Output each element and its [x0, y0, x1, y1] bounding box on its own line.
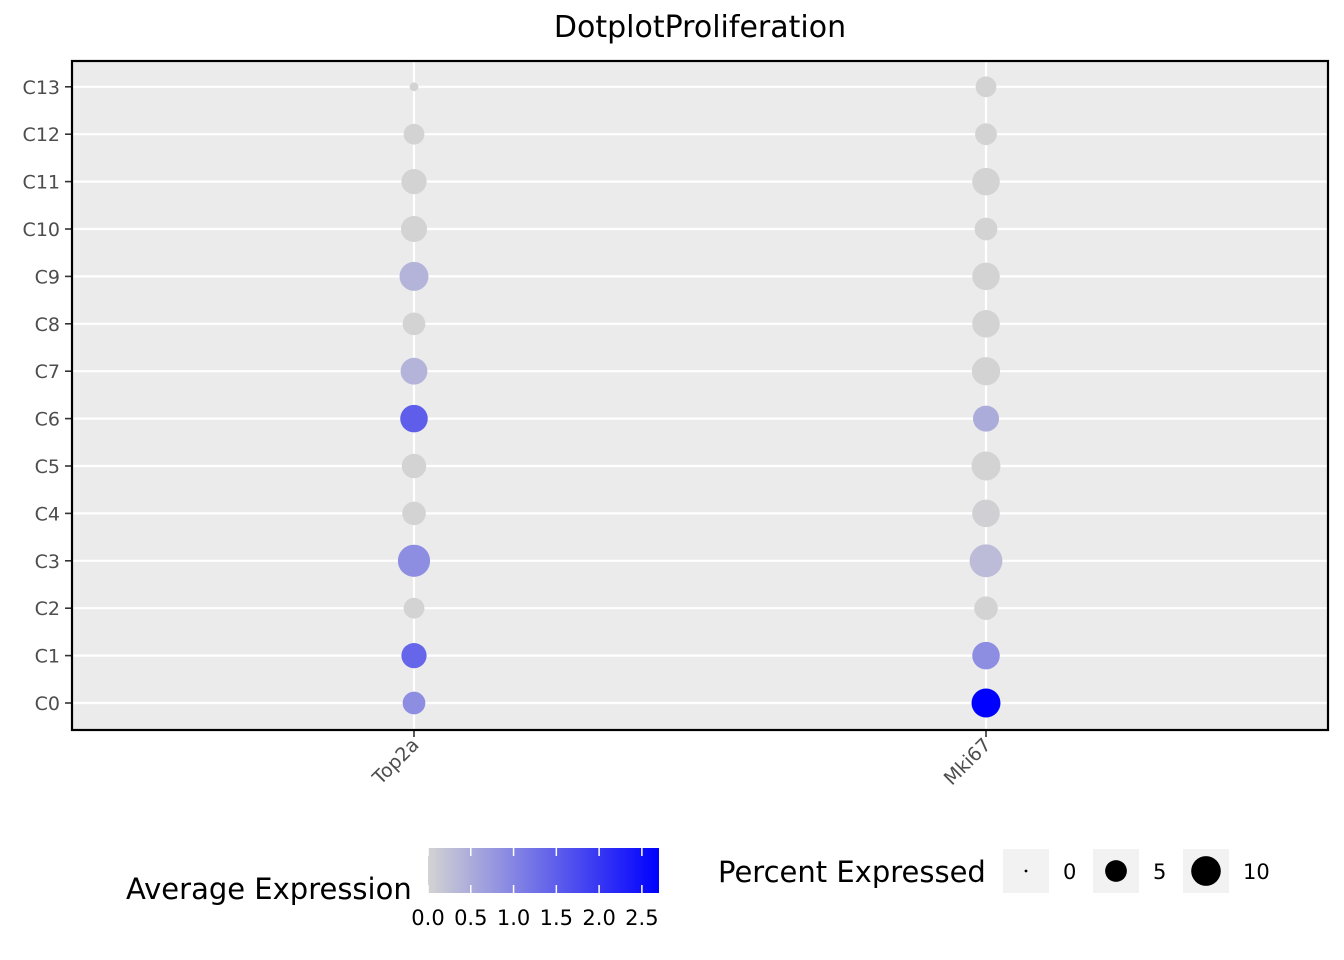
y-tick-label: C12 — [23, 124, 60, 146]
color-legend-title: Average Expression — [126, 872, 412, 906]
size-legend-label: 10 — [1243, 860, 1270, 884]
dot-top2a-c13 — [409, 82, 419, 92]
dot-mki67-c3 — [969, 544, 1003, 578]
y-tick-label: C2 — [35, 598, 60, 620]
dot-top2a-c8 — [402, 312, 426, 336]
dot-mki67-c11 — [972, 167, 1000, 196]
color-legend: Average Expression 0.0 0.5 1.0 1.5 2.0 2.5 — [126, 848, 659, 930]
color-legend-label: 1.5 — [540, 906, 573, 930]
color-legend-label: 0.0 — [411, 906, 444, 930]
dot-mki67-c7 — [971, 357, 1001, 386]
size-legend: Percent Expressed 0 5 10 — [718, 849, 1270, 893]
dot-top2a-c4 — [402, 501, 426, 526]
dot-mki67-c0 — [971, 688, 1001, 718]
y-tick-label: C8 — [35, 314, 60, 336]
dot-top2a-c2 — [403, 597, 425, 619]
size-key-dot — [1105, 860, 1127, 882]
y-tick-label: C13 — [23, 77, 60, 99]
dot-top2a-c12 — [403, 123, 425, 145]
dot-mki67-c8 — [972, 310, 1000, 338]
color-bar — [428, 848, 659, 893]
dot-mki67-c4 — [972, 499, 1000, 528]
y-tick-label: C4 — [35, 503, 60, 525]
dot-mki67-c10 — [974, 217, 998, 241]
dot-top2a-c10 — [400, 215, 428, 243]
plot-panel — [72, 61, 1328, 730]
dot-mki67-c6 — [972, 405, 1000, 432]
dot-mki67-c1 — [972, 641, 1000, 670]
dot-top2a-c0 — [402, 691, 426, 715]
y-tick-label: C5 — [35, 456, 60, 478]
y-tick-label: C3 — [35, 551, 60, 573]
dot-top2a-c6 — [400, 404, 428, 433]
y-axis: C0 C1 C2 C3 C4 C5 C6 C7 C8 C9 C10 C11 C12 C13 — [23, 77, 72, 715]
chart-title: DotplotProliferation — [554, 10, 846, 45]
y-tick-label: C9 — [35, 266, 60, 288]
dot-top2a-c9 — [399, 261, 429, 291]
y-tick-label: C10 — [23, 219, 60, 241]
color-legend-label: 0.5 — [454, 906, 487, 930]
panel-border — [70, 59, 1330, 732]
color-legend-label: 2.5 — [625, 906, 658, 930]
x-tick-label: Mki67 — [940, 734, 996, 790]
x-tick-label: Top2a — [368, 734, 424, 790]
size-key-dot — [1191, 856, 1221, 886]
color-legend-label: 2.0 — [582, 906, 615, 930]
size-legend-label: 5 — [1153, 860, 1166, 884]
dot-mki67-c12 — [975, 123, 997, 146]
y-tick-label: C1 — [35, 646, 60, 668]
dot-top2a-c5 — [401, 453, 427, 479]
dot-top2a-c1 — [401, 642, 427, 669]
size-legend-title: Percent Expressed — [718, 855, 986, 889]
dot-mki67-c9 — [972, 262, 1000, 291]
y-tick-label: C6 — [35, 409, 60, 431]
dots-layer — [397, 76, 1003, 718]
x-axis: Top2a Mki67 — [368, 730, 996, 790]
dot-mki67-c2 — [974, 596, 998, 620]
color-legend-label: 1.0 — [497, 906, 530, 930]
y-tick-label: C11 — [23, 172, 60, 194]
size-key-dot — [1024, 869, 1028, 873]
size-legend-label: 0 — [1063, 860, 1076, 884]
dot-top2a-c11 — [401, 168, 427, 195]
y-tick-label: C7 — [35, 361, 60, 383]
panel-background — [72, 61, 1328, 730]
dot-mki67-c13 — [975, 76, 997, 98]
y-tick-label: C0 — [35, 693, 60, 715]
dot-top2a-c3 — [397, 544, 431, 577]
dot-mki67-c5 — [971, 451, 1001, 481]
dot-top2a-c7 — [400, 357, 428, 385]
